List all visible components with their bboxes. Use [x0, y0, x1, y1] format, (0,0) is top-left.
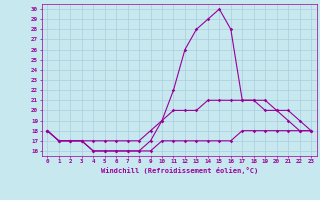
- X-axis label: Windchill (Refroidissement éolien,°C): Windchill (Refroidissement éolien,°C): [100, 167, 258, 174]
